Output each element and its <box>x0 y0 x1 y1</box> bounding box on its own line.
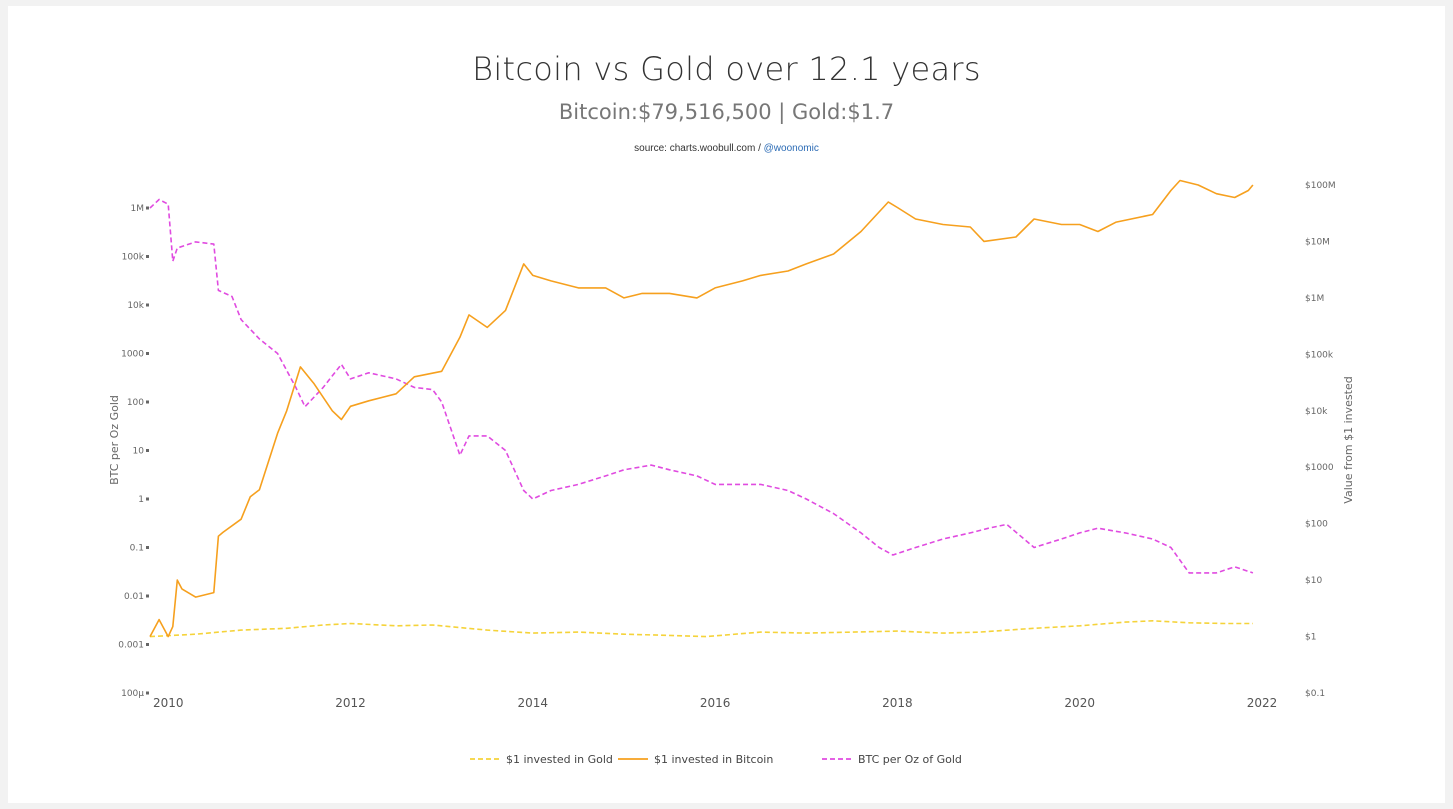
left-tick-label: 1M <box>131 204 145 214</box>
left-axis-ticks: 100µ 0.001 0.01 0.1 1 10 100 1000 10k 100k 1M <box>118 204 149 699</box>
left-tick-mark <box>146 691 149 695</box>
chart-card <box>8 6 1445 803</box>
source-handle-link[interactable]: @woonomic <box>763 143 819 154</box>
x-tick-label: 2010 <box>153 696 184 710</box>
left-axis-label: BTC per Oz Gold <box>108 395 121 485</box>
x-tick-label: 2012 <box>335 696 366 710</box>
right-tick-label: $1 <box>1305 633 1316 643</box>
legend: $1 invested in Gold $1 invested in Bitcoi… <box>470 753 962 766</box>
left-tick-label: 0.001 <box>118 641 144 651</box>
left-tick-mark <box>146 497 149 501</box>
right-tick-label: $10 <box>1305 576 1322 586</box>
series-line-btc-per-oz-of-gold <box>149 198 1254 574</box>
x-tick-label: 2022 <box>1247 696 1278 710</box>
right-tick-label: $0.1 <box>1305 689 1325 699</box>
right-tick-label: $100 <box>1305 520 1328 530</box>
right-tick-label: $100M <box>1305 181 1336 191</box>
x-tick-label: 2020 <box>1064 696 1095 710</box>
left-tick-mark <box>146 400 149 404</box>
x-axis-ticks: 2010 2012 2014 2016 2018 2020 2022 <box>153 696 1277 710</box>
left-tick-mark <box>146 546 149 549</box>
left-tick-mark <box>146 594 149 598</box>
right-axis-ticks: $0.1 $1 $10 $100 $1000 $10k $100k $1M $10M $100M <box>1305 181 1336 699</box>
left-tick-label: 10 <box>133 447 145 457</box>
left-tick-mark <box>146 449 149 452</box>
source-text: source: charts.woobull.com / <box>634 143 764 154</box>
left-tick-mark <box>146 643 149 646</box>
right-tick-label: $10k <box>1305 407 1328 417</box>
left-tick-label: 0.1 <box>130 544 144 554</box>
left-tick-label: 1 <box>138 495 144 505</box>
left-tick-mark <box>146 303 149 307</box>
right-axis-label: Value from $1 invested <box>1342 376 1355 503</box>
left-tick-label: 100 <box>127 398 144 408</box>
left-tick-label: 10k <box>127 301 144 311</box>
right-tick-label: $1M <box>1305 294 1324 304</box>
x-tick-label: 2018 <box>882 696 913 710</box>
right-tick-label: $100k <box>1305 350 1334 360</box>
legend-item-label[interactable]: $1 invested in Bitcoin <box>654 753 773 766</box>
chart-subtitle: Bitcoin:$79,516,500 | Gold:$1.7 <box>558 100 895 124</box>
left-tick-label: 1000 <box>121 350 144 360</box>
series-line-1-invested-in-gold <box>149 620 1253 638</box>
right-tick-label: $10M <box>1305 237 1330 247</box>
left-tick-label: 100µ <box>121 689 144 699</box>
right-tick-label: $1000 <box>1305 463 1334 473</box>
x-tick-label: 2014 <box>518 696 549 710</box>
left-tick-mark <box>146 255 149 258</box>
left-tick-label: 0.01 <box>124 592 144 602</box>
left-tick-label: 100k <box>122 253 145 263</box>
legend-item-label[interactable]: BTC per Oz of Gold <box>858 753 962 766</box>
series-line-1-invested-in-bitcoin <box>149 179 1254 638</box>
left-tick-mark <box>146 206 149 210</box>
legend-item-label[interactable]: $1 invested in Gold <box>506 753 613 766</box>
series-layer <box>149 179 1254 638</box>
left-tick-mark <box>146 352 149 355</box>
chart-title: Bitcoin vs Gold over 12.1 years <box>472 50 981 88</box>
source-credit: source: charts.woobull.com / @woonomic <box>0 143 1453 154</box>
x-tick-label: 2016 <box>700 696 731 710</box>
